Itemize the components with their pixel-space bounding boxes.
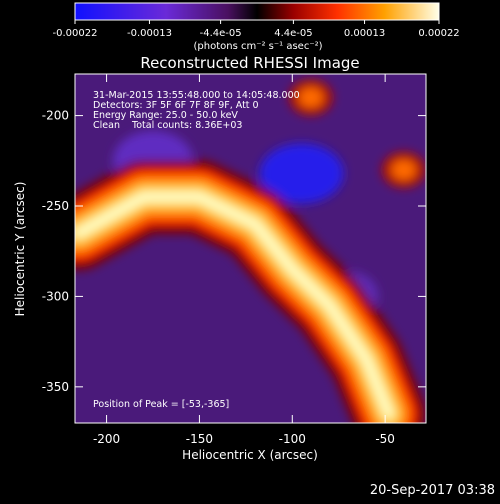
colorbar-tick-label: -0.00013: [127, 28, 172, 39]
y-tick-label: -250: [42, 199, 69, 213]
x-tick-label: -150: [186, 432, 213, 446]
colorbar-unit-label: (photons cm⁻² s⁻¹ asec⁻²): [193, 41, 322, 52]
y-tick-label: -200: [42, 109, 69, 123]
y-tick-label: -350: [42, 380, 69, 394]
colorbar: [74, 2, 440, 21]
x-tick-label: -50: [375, 432, 395, 446]
colorbar-ticks: -0.00022 -0.00013 -4.4e-05 4.4e-05 0.00013 0.…: [53, 20, 460, 39]
dark-patch: [259, 143, 344, 204]
bright-arc: [75, 191, 394, 419]
info-energy-range: Energy Range: 25.0 - 50.0 keV: [93, 110, 238, 121]
y-tick-label: -300: [42, 289, 69, 303]
peak-position-label: Position of Peak = [-53,-365]: [93, 399, 229, 410]
plot-frame: [74, 73, 427, 424]
info-time-range: 31-Mar-2015 13:55:48.000 to 14:05:48.000: [93, 90, 300, 101]
chart-title: Reconstructed RHESSI Image: [140, 54, 359, 72]
colorbar-tick-label: 0.00022: [418, 28, 459, 39]
y-axis-label: Heliocentric Y (arcsec): [13, 182, 27, 317]
colorbar-tick-label: -0.00022: [53, 28, 98, 39]
plot-timestamp: 20-Sep-2017 03:38: [370, 483, 495, 498]
info-detectors: Detectors: 3F 5F 6F 7F 8F 9F, Att 0: [93, 100, 259, 111]
bright-patch-core: [298, 87, 323, 108]
bright-patch-core: [391, 159, 416, 180]
info-total-counts: Clean Total counts: 8.36E+03: [93, 120, 242, 131]
heatmap-image: [75, 74, 426, 423]
x-axis-label: Heliocentric X (arcsec): [182, 448, 318, 462]
x-tick-label: -100: [279, 432, 306, 446]
x-tick-label: -200: [93, 432, 120, 446]
colorbar-tick-label: 4.4e-05: [274, 28, 312, 39]
colorbar-tick-label: -4.4e-05: [200, 28, 242, 39]
axis-ticks: -200 -150 -100 -50 -200 -250 -300 -350: [42, 74, 426, 446]
colorbar-tick-label: 0.00013: [344, 28, 385, 39]
